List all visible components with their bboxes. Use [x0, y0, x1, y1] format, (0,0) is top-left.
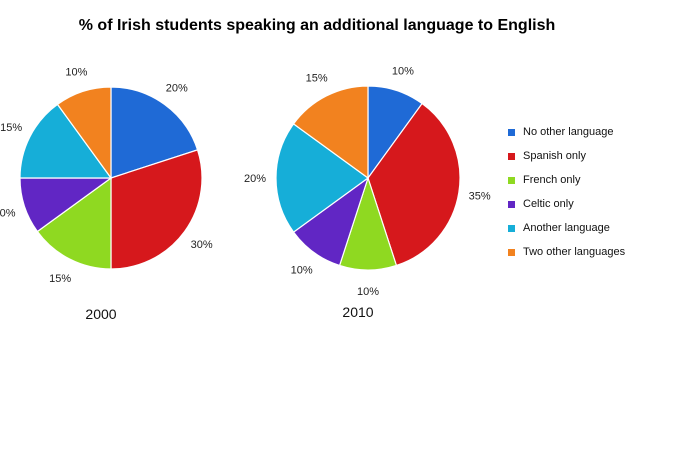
- legend-item-spanish-only: Spanish only: [508, 144, 625, 168]
- pie-slice-2000-two-other-languages: [56, 86, 112, 180]
- slice-value-label: 20%: [244, 173, 266, 185]
- legend-label: Two other languages: [523, 246, 626, 258]
- legend-item-two-other-languages: Two other languages: [508, 240, 625, 264]
- legend-swatch: [508, 200, 515, 208]
- slice-value-label: 15%: [49, 273, 71, 285]
- legend-item-french-only: French only: [508, 168, 625, 192]
- pie-slice-2010-another-language: [275, 123, 370, 233]
- chart-title: % of Irish students speaking an addition…: [78, 17, 556, 34]
- pie-year-label: 2010: [342, 304, 373, 320]
- pie-slice-2010-two-other-languages: [292, 85, 369, 180]
- legend-item-another-language: Another language: [508, 216, 625, 240]
- legend-label: Spanish only: [523, 150, 586, 162]
- legend-swatch: [508, 176, 515, 184]
- legend-swatch: [508, 248, 515, 256]
- slice-value-label: 30%: [191, 239, 213, 251]
- pie-slice-2000-no-other-language: [110, 86, 199, 179]
- legend-item-celtic-only: Celtic only: [508, 192, 625, 216]
- slice-value-label: 10%: [291, 264, 313, 276]
- slice-value-label: 10%: [357, 286, 379, 298]
- pie-2010: 10% 35% 10% 10% 20% 15% 2010: [244, 66, 491, 321]
- pie-slice-2000-spanish-only: [110, 149, 203, 270]
- slice-value-label: 10%: [0, 208, 16, 220]
- legend-label: Celtic only: [523, 198, 574, 210]
- pie-slice-2000-french-only: [36, 176, 112, 270]
- slice-value-label: 20%: [166, 82, 188, 94]
- pie-2000: 20% 30% 15% 10% 15% 10% 2000: [0, 67, 213, 323]
- slice-value-label: 10%: [65, 67, 87, 79]
- legend: No other language Spanish only French only…: [508, 120, 625, 264]
- pie-year-label: 2000: [85, 306, 116, 322]
- legend-swatch: [508, 152, 515, 160]
- legend-label: No other language: [523, 126, 614, 138]
- legend-swatch: [508, 128, 515, 136]
- legend-swatch: [508, 224, 515, 232]
- legend-label: Another language: [523, 222, 610, 234]
- legend-label: French only: [523, 174, 581, 186]
- slice-value-label: 15%: [0, 122, 22, 134]
- slice-value-label: 10%: [392, 66, 414, 78]
- legend-item-no-other-language: No other language: [508, 120, 625, 144]
- pie-slice-2000-another-language: [19, 103, 113, 179]
- slice-value-label: 35%: [469, 191, 491, 203]
- pie-slice-2010-spanish-only: [367, 102, 461, 267]
- slice-value-label: 15%: [306, 72, 328, 84]
